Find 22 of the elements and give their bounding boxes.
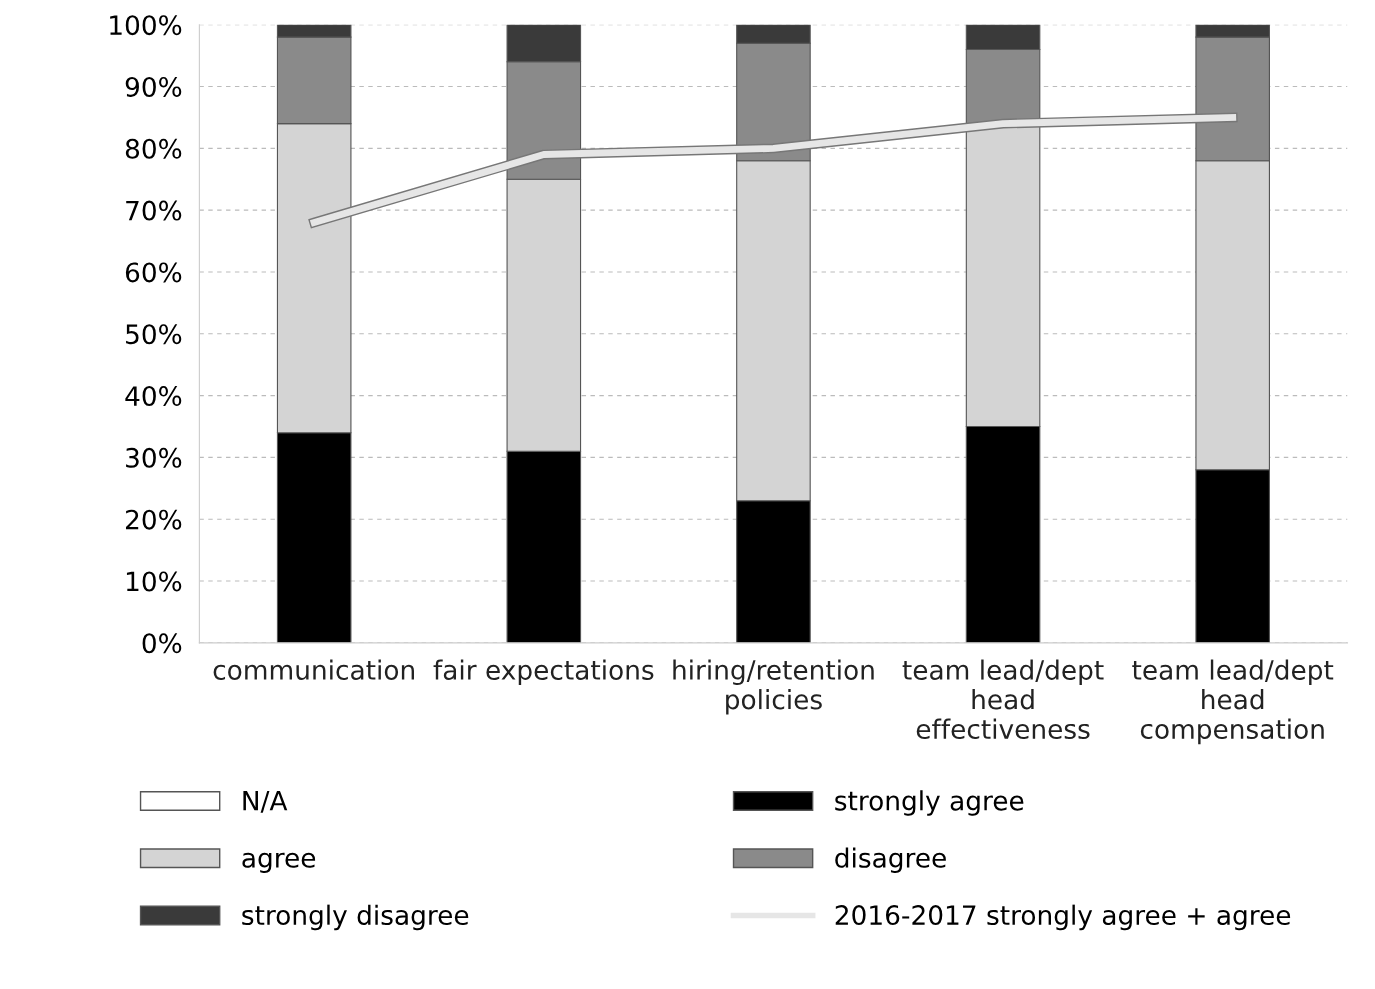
y-tick-label: 90% (125, 76, 182, 97)
x-tick-label: hiring/retention policies (673, 659, 874, 715)
legend-label: 2016-2017 strongly agree + agree (835, 904, 1291, 931)
y-tick-label: 10% (126, 571, 182, 592)
y-tick-label: 20% (125, 509, 182, 530)
x-tick-label: team lead/dept head effectiveness (902, 659, 1104, 740)
x-tick-label: communication (213, 659, 414, 680)
y-tick-label: 80% (125, 138, 182, 159)
legend-label: strongly agree (835, 790, 1024, 816)
legend-label: agree (242, 852, 316, 873)
y-tick-label: 50% (126, 324, 182, 345)
x-tick-label: fair expectations (433, 659, 654, 686)
y-tick-label: 40% (125, 386, 182, 406)
y-tick-label: 60% (125, 262, 182, 283)
y-tick-label: 70% (126, 200, 182, 221)
legend-label: N/A (243, 791, 288, 813)
y-tick-label: 0% (142, 633, 182, 654)
legend-label: disagree (835, 847, 946, 873)
legend-label: strongly disagree (242, 904, 469, 931)
x-tick-label: team lead/dept head compensation (1132, 659, 1334, 745)
y-tick-label: 30% (126, 447, 182, 468)
y-tick-label: 100% (110, 15, 182, 36)
